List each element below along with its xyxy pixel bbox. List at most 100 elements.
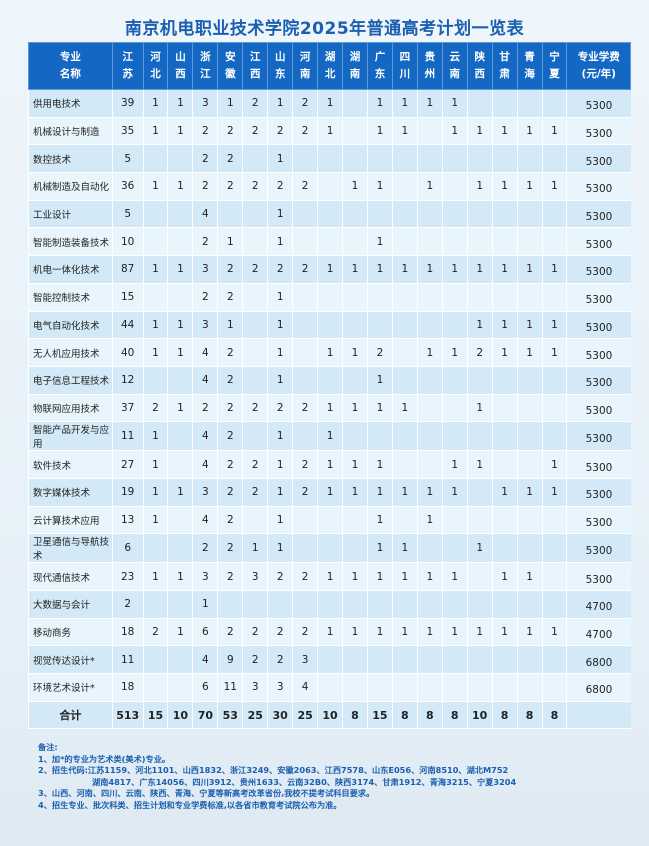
quota-cell	[541, 283, 567, 312]
quota-cell: 1	[342, 478, 368, 507]
quota-cell: 3	[242, 562, 268, 591]
quota-cell	[142, 366, 168, 395]
quota-cell: 36	[111, 172, 144, 201]
fee-cell: 5300	[566, 89, 631, 118]
quota-cell	[292, 506, 318, 535]
quota-cell	[441, 283, 468, 312]
quota-cell: 2	[292, 478, 318, 507]
quota-cell: 2	[292, 172, 318, 201]
quota-cell	[491, 450, 518, 479]
quota-cell	[391, 506, 418, 535]
quota-cell: 2	[466, 338, 493, 367]
quota-cell: 2	[292, 394, 318, 423]
quota-cell: 2	[192, 144, 218, 174]
quota-cell	[342, 506, 368, 535]
total-cell: 513	[111, 701, 144, 730]
quota-cell	[391, 283, 418, 312]
header-province-line: 河	[150, 51, 161, 63]
fee-cell: 4700	[566, 590, 631, 619]
table-row: 移动商务 18 2 1 6 2 2 2 2 1 1 1 1 1 1 1 1 1 1 4700	[28, 618, 631, 647]
header-province: 宁夏	[541, 42, 568, 90]
quota-cell	[391, 172, 418, 201]
quota-cell: 4	[192, 450, 218, 479]
major-name: 无人机应用技术	[28, 338, 113, 367]
quota-cell: 1	[142, 311, 168, 340]
note-item: 3、山西、河南、四川、云南、陕西、青海、宁夏等新高考改革省份,我校不提考试科目要…	[38, 788, 375, 798]
quota-cell: 1	[466, 394, 493, 423]
header-province-line: 江	[250, 51, 261, 63]
quota-cell	[491, 645, 518, 675]
quota-cell: 1	[516, 618, 543, 647]
fee-cell: 5300	[566, 533, 631, 564]
quota-cell: 39	[111, 89, 144, 118]
table-row: 物联网应用技术 37 2 1 2 2 2 2 2 1 1 1 1 1 5300	[28, 394, 631, 423]
fee-cell: 5300	[566, 283, 631, 312]
total-cell: 15	[366, 701, 393, 730]
major-name: 电子信息工程技术	[28, 366, 113, 395]
quota-cell: 1	[441, 255, 468, 284]
quota-cell	[366, 200, 393, 229]
quota-cell: 11	[111, 645, 144, 675]
quota-cell	[317, 200, 343, 229]
quota-cell	[441, 645, 468, 675]
header-province: 四川	[391, 42, 418, 90]
header-province: 湖北	[317, 42, 344, 90]
quota-cell: 2	[217, 450, 243, 479]
quota-cell: 1	[366, 478, 393, 507]
quota-cell: 2	[292, 89, 318, 118]
quota-cell	[366, 590, 393, 619]
quota-cell	[267, 590, 293, 619]
quota-cell	[416, 200, 443, 229]
quota-cell	[167, 645, 193, 675]
quota-cell	[516, 645, 543, 675]
quota-cell: 1	[491, 255, 518, 284]
quota-cell: 1	[142, 421, 168, 452]
quota-cell: 1	[391, 255, 418, 284]
quota-cell	[491, 366, 518, 395]
quota-cell: 2	[242, 255, 268, 284]
quota-cell: 1	[317, 478, 343, 507]
quota-cell: 1	[541, 618, 567, 647]
quota-cell	[466, 590, 493, 619]
quota-cell: 1	[366, 227, 393, 257]
quota-cell	[217, 200, 243, 229]
major-name: 数控技术	[28, 144, 113, 174]
quota-cell: 6	[192, 673, 218, 702]
quota-cell	[391, 421, 418, 452]
quota-cell: 2	[192, 227, 218, 257]
table-row: 数字媒体技术 19 1 1 3 2 2 1 2 1 1 1 1 1 1 1 1 1 5300	[28, 478, 631, 507]
quota-cell: 2	[292, 562, 318, 591]
quota-cell: 1	[167, 172, 193, 201]
quota-cell	[391, 673, 418, 702]
quota-cell	[541, 89, 567, 118]
quota-cell: 1	[267, 227, 293, 257]
quota-cell: 1	[441, 478, 468, 507]
header-province: 广东	[366, 42, 393, 90]
quota-cell	[541, 506, 567, 535]
fee-cell: 5300	[566, 338, 631, 367]
quota-cell: 1	[317, 89, 343, 118]
quota-cell: 2	[217, 421, 243, 452]
quota-cell: 27	[111, 450, 144, 479]
quota-cell	[391, 311, 418, 340]
header-province-line: 安	[225, 51, 236, 63]
quota-cell: 1	[441, 89, 468, 118]
quota-cell	[142, 533, 168, 564]
quota-cell: 1	[167, 562, 193, 591]
quota-cell	[167, 673, 193, 702]
quota-cell	[342, 227, 368, 257]
quota-cell	[242, 227, 268, 257]
quota-cell: 1	[466, 450, 493, 479]
header-province-line: 河	[299, 51, 311, 63]
quota-cell: 19	[111, 478, 144, 507]
fee-cell: 5300	[566, 421, 631, 452]
quota-cell: 2	[217, 283, 243, 312]
quota-cell: 5	[111, 200, 144, 229]
header-province-line: 江	[122, 51, 133, 63]
quota-cell	[541, 366, 567, 395]
quota-cell: 1	[391, 394, 418, 423]
quota-cell	[466, 645, 493, 675]
quota-cell: 1	[366, 506, 393, 535]
header-province-line: 西	[474, 68, 485, 80]
quota-cell: 2	[192, 117, 218, 146]
